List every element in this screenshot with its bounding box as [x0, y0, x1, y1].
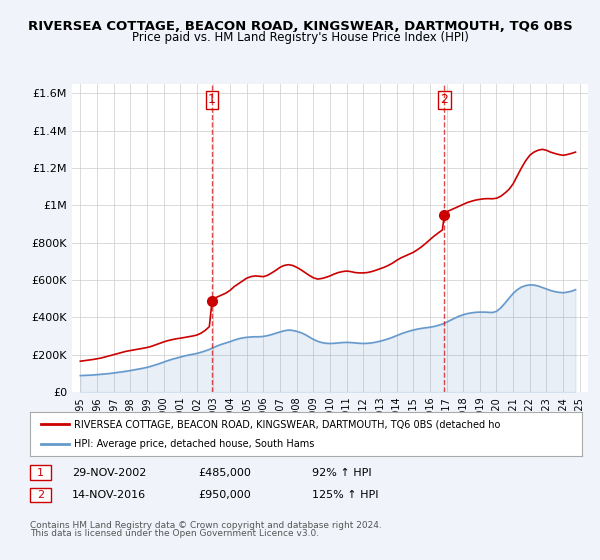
Text: This data is licensed under the Open Government Licence v3.0.: This data is licensed under the Open Gov… — [30, 529, 319, 538]
Text: 125% ↑ HPI: 125% ↑ HPI — [312, 490, 379, 500]
Text: £485,000: £485,000 — [198, 468, 251, 478]
Text: Price paid vs. HM Land Registry's House Price Index (HPI): Price paid vs. HM Land Registry's House … — [131, 31, 469, 44]
Text: RIVERSEA COTTAGE, BEACON ROAD, KINGSWEAR, DARTMOUTH, TQ6 0BS (detached ho: RIVERSEA COTTAGE, BEACON ROAD, KINGSWEAR… — [74, 419, 500, 429]
Text: 29-NOV-2002: 29-NOV-2002 — [72, 468, 146, 478]
Text: 1: 1 — [208, 93, 216, 106]
Text: 2: 2 — [440, 93, 448, 106]
Text: 14-NOV-2016: 14-NOV-2016 — [72, 490, 146, 500]
Text: 2: 2 — [37, 490, 44, 500]
Text: £950,000: £950,000 — [198, 490, 251, 500]
Text: RIVERSEA COTTAGE, BEACON ROAD, KINGSWEAR, DARTMOUTH, TQ6 0BS: RIVERSEA COTTAGE, BEACON ROAD, KINGSWEAR… — [28, 20, 572, 32]
Text: 1: 1 — [37, 468, 44, 478]
Text: Contains HM Land Registry data © Crown copyright and database right 2024.: Contains HM Land Registry data © Crown c… — [30, 521, 382, 530]
Text: 92% ↑ HPI: 92% ↑ HPI — [312, 468, 371, 478]
Text: HPI: Average price, detached house, South Hams: HPI: Average price, detached house, Sout… — [74, 439, 314, 449]
